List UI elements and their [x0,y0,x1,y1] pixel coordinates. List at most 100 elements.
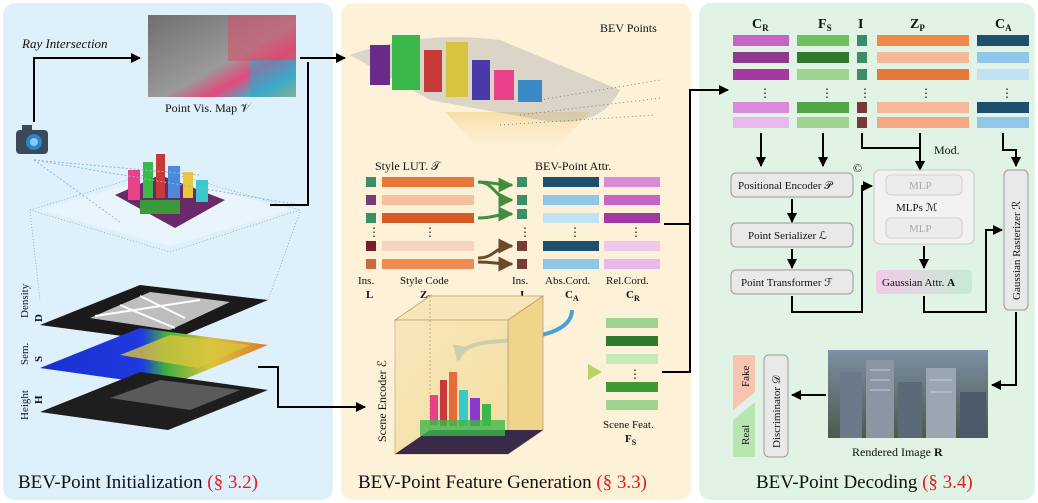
transformer-to-mlp-arrow [791,181,873,313]
mod-label: Mod. [934,143,960,157]
lut-arrow-2 [477,180,514,208]
attr-rel-coord-column [604,177,660,269]
feat-to-decoder-line [662,224,691,373]
header-ca: CA [995,17,1012,33]
rasterizer-to-image-arrow [991,312,1017,390]
attr-abs-coord-column [543,177,599,269]
col-label-ins-l: Ins. [358,275,374,287]
ellipsis-attr-abs: ⋮ [569,225,581,239]
point-vis-map-image [148,15,296,97]
col-sym-l: L [366,289,373,301]
density-symbol: D [33,314,45,322]
dec-cr-column [733,35,789,128]
header-fs: FS [818,17,832,33]
mlp-bottom-label: MLP [909,223,932,235]
dec-fs-column [797,35,849,128]
header-cr: CR [752,17,769,33]
attr-to-decoder-line [664,85,729,225]
positional-encoder-box [730,172,854,198]
height-map-layer [40,372,268,430]
scene-encoder-label: Scene Encoder ℰ [375,360,389,442]
ellipsis-dec-cr: ⋮ [759,86,771,100]
panel-init-title: BEV-Point Initialization (§ 3.2) [18,472,258,493]
ellipsis-attr-rel: ⋮ [630,225,642,239]
mlps-label: MLPs ℳ [896,202,938,214]
lut-arrow-3 [477,206,514,222]
ellipsis-dec-zp: ⋮ [920,86,932,100]
bev-point-attr-label: BEV-Point Attr. [535,159,611,173]
real-label: Real [740,425,752,445]
header-i: I [858,17,863,32]
point-transformer-box [730,269,854,295]
col-label-rel-cord: Rel.Cord. [606,275,649,287]
rendered-image [828,350,988,438]
ellipsis-lut-ins: ⋮ [368,225,380,239]
bev-points-label: BEV Points [600,21,657,35]
attr-ins-column [517,177,527,269]
col-label-abs-cord: Abs.Cord. [545,275,590,287]
bev-points-projection-cone [445,112,590,160]
lut-arrow-5 [477,256,514,272]
col-label-style-code: Style Code [400,275,449,287]
mlp-box-top [885,174,963,196]
gaussian-attr-label: Gaussian Attr. A [882,277,955,289]
scene-feat-symbol: FS [625,433,637,447]
scene-feat-label: Scene Feat. [603,419,654,431]
ellipsis-attr-ins: ⋮ [519,225,531,239]
projection-lines [29,211,301,301]
point-serializer-box [730,222,854,248]
mlp-box-bottom [885,217,963,239]
height-label: Height [19,390,31,420]
dec-ca-column [977,35,1029,128]
style-code-column [382,177,474,269]
positional-encoder-label: Positional Encoder 𝒫 [738,180,834,192]
vis-map-label: Point Vis. Map 𝒱 [165,101,252,115]
semantic-label: Sem. [19,342,31,365]
ray-intersection-label: Ray Intersection [21,36,108,51]
panel-dec-title: BEV-Point Decoding (§ 3.4) [756,472,973,493]
ellipsis-dec-fs: ⋮ [821,86,833,100]
height-symbol: H [33,395,45,404]
ca-to-rasterizer-arrow [1002,133,1021,167]
dec-zp-column [877,35,969,128]
real-badge [733,402,755,457]
density-map-layer [40,285,268,342]
semantic-map-layer [40,328,268,386]
concat-symbol: © [853,161,862,175]
dec-ins-column [857,35,867,128]
bev-points-3d-image [350,35,661,126]
camera-icon [16,125,48,154]
col-sym-i: I [520,289,524,301]
col-sym-cr: CR [626,289,640,303]
panel-gen-title: BEV-Point Feature Generation (§ 3.3) [358,472,647,493]
maps-to-encoder-arrow [258,366,366,412]
mlp-top-label: MLP [909,180,932,192]
density-label: Density [19,283,31,318]
col-label-ins-i: Ins. [512,275,528,287]
header-zp: ZP [910,17,925,33]
point-serializer-label: Point Serializer ℒ [748,230,827,242]
scene-encoder-cube [393,295,545,455]
col-sym-ca: CA [565,289,579,303]
rendered-image-label: Rendered Image R [852,445,943,459]
fake-badge [733,355,755,410]
gaussian-attr-box [876,270,972,294]
init-bev-point-cloud [28,154,302,253]
ray-arrow [33,53,141,122]
ellipsis-dec-ca: ⋮ [1001,86,1013,100]
ellipsis-lut-code: ⋮ [424,225,436,239]
gaussian-rasterizer-label: Gaussian Rasterizer ℛ [1011,201,1023,300]
ins-to-mlp-arrow [861,133,925,171]
gaussian-rasterizer-box [1003,169,1029,311]
point-transformer-label: Point Transformer ℱ [741,277,833,289]
gaussian-attr-to-rasterizer-arrow [923,225,1003,313]
fake-label: Fake [740,366,752,388]
lut-arrow-4 [477,238,514,260]
discriminator-box [763,354,789,458]
style-lut-label: Style LUT. 𝒯 [375,159,442,173]
ellipsis-dec-ins: ⋮ [859,86,871,100]
init-to-bev-arrow [270,62,309,206]
ellipsis-scene-feat: ⋮ [629,367,641,381]
style-lut-ins-column [366,177,376,269]
semantic-symbol: S [33,356,45,362]
